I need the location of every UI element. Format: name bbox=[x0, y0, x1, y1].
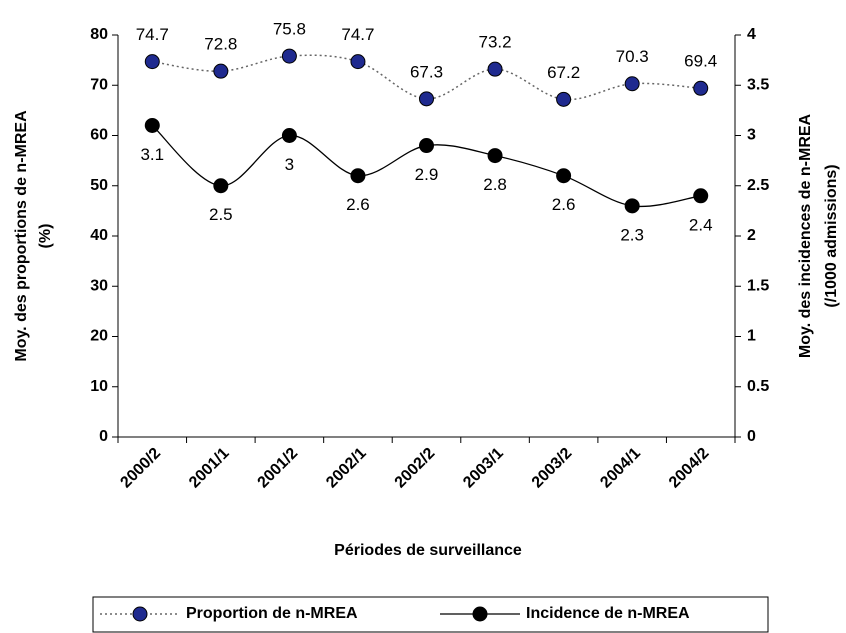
y-tick-label: 10 bbox=[90, 378, 108, 395]
y2-axis-title-line: (/1000 admissions) bbox=[823, 164, 840, 307]
point bbox=[419, 138, 434, 154]
x-tick-label: 2001/1 bbox=[186, 445, 233, 492]
point bbox=[556, 168, 572, 184]
x-axis-title: Périodes de surveillance bbox=[334, 542, 522, 559]
legend-marker bbox=[472, 606, 488, 622]
data-label: 75.8 bbox=[273, 20, 306, 39]
x-tick-label: 2000/2 bbox=[117, 445, 164, 492]
x-tick-label: 2001/2 bbox=[255, 445, 302, 492]
y-tick-label: 30 bbox=[90, 277, 108, 294]
y-axis-title: Moy. des proportions de n-MREA (%) bbox=[13, 110, 54, 362]
y2-tick-label: 4 bbox=[747, 26, 756, 43]
y2-tick-label: 1 bbox=[747, 328, 756, 345]
x-tick-label: 2004/2 bbox=[666, 445, 713, 492]
point bbox=[693, 80, 709, 96]
point bbox=[213, 178, 229, 194]
data-label: 74.7 bbox=[136, 25, 169, 44]
x-tick-label: 2004/1 bbox=[597, 445, 644, 492]
data-label: 2.8 bbox=[483, 175, 507, 194]
data-label: 70.3 bbox=[616, 47, 649, 66]
series-line bbox=[151, 124, 701, 208]
data-label: 74.7 bbox=[341, 25, 374, 44]
y2-tick-label: 3 bbox=[747, 127, 756, 144]
point bbox=[144, 117, 160, 133]
y2-tick-label: 2.5 bbox=[747, 177, 769, 194]
point bbox=[281, 128, 297, 143]
data-label: 67.3 bbox=[410, 62, 443, 81]
data-label: 67.2 bbox=[547, 63, 580, 82]
point bbox=[624, 198, 640, 214]
x-tick-label: 2003/1 bbox=[460, 445, 507, 492]
x-tick-label: 2002/2 bbox=[392, 445, 439, 492]
data-label: 2.3 bbox=[620, 225, 644, 244]
data-label: 72.8 bbox=[204, 35, 237, 54]
data-label: 73.2 bbox=[479, 33, 512, 52]
y2-axis-title: Moy. des incidences de n-MREA (/1000 adm… bbox=[797, 113, 840, 358]
y-tick-label: 80 bbox=[90, 26, 108, 43]
legend-marker bbox=[132, 606, 148, 622]
legend-label: Proportion de n-MREA bbox=[186, 605, 358, 622]
point bbox=[624, 76, 640, 92]
point bbox=[350, 168, 366, 184]
y2-tick-label: 0 bbox=[747, 428, 756, 445]
data-label: 2.6 bbox=[552, 195, 576, 214]
point bbox=[556, 91, 572, 107]
point bbox=[213, 63, 229, 79]
data-label: 69.4 bbox=[684, 52, 717, 71]
data-label: 2.5 bbox=[209, 205, 233, 224]
data-label: 2.4 bbox=[689, 215, 713, 234]
point bbox=[144, 54, 160, 70]
y-axis-title-line: (%) bbox=[37, 224, 54, 249]
y-axis-title-line: Moy. des proportions de n-MREA bbox=[13, 110, 30, 362]
data-label: 2.9 bbox=[415, 165, 439, 184]
point bbox=[419, 91, 434, 107]
legend-label: Incidence de n-MREA bbox=[526, 605, 690, 622]
y-tick-label: 70 bbox=[90, 76, 108, 93]
y2-tick-label: 0.5 bbox=[747, 378, 769, 395]
legend-box bbox=[92, 596, 769, 633]
point bbox=[487, 148, 503, 164]
y-tick-label: 40 bbox=[90, 227, 108, 244]
y2-tick-label: 2 bbox=[747, 227, 756, 244]
y-tick-label: 20 bbox=[90, 328, 108, 345]
point bbox=[281, 48, 297, 64]
y-tick-label: 60 bbox=[90, 127, 108, 144]
y-tick-label: 50 bbox=[90, 177, 108, 194]
data-label: 3.1 bbox=[140, 145, 164, 164]
y-tick-label: 0 bbox=[99, 428, 108, 445]
data-label: 2.6 bbox=[346, 195, 370, 214]
x-tick-label: 2002/1 bbox=[323, 445, 370, 492]
point bbox=[487, 61, 503, 77]
x-tick-label: 2003/2 bbox=[529, 445, 576, 492]
point bbox=[693, 188, 709, 204]
y2-tick-label: 3.5 bbox=[747, 76, 769, 93]
y2-axis-title-line: Moy. des incidences de n-MREA bbox=[797, 113, 814, 358]
y2-tick-label: 1.5 bbox=[747, 277, 769, 294]
point bbox=[350, 54, 366, 70]
data-label: 3 bbox=[285, 155, 294, 174]
